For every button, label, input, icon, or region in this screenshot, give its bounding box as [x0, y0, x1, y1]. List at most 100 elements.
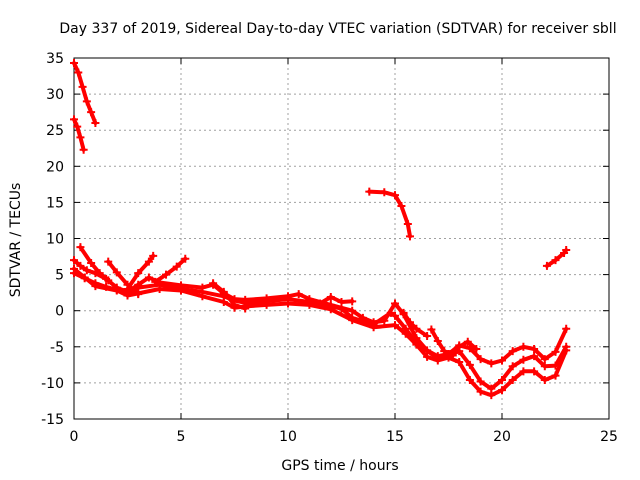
- data-point: [519, 355, 528, 364]
- y-tick-label: 30: [46, 87, 64, 103]
- data-point: [104, 276, 113, 285]
- data-point: [230, 300, 239, 309]
- x-tick-label: 25: [600, 429, 618, 445]
- y-tick-label: 25: [46, 123, 64, 139]
- y-tick-label: 20: [46, 159, 64, 175]
- data-point: [519, 342, 528, 351]
- x-tick-label: 20: [493, 429, 511, 445]
- series-sat-l: [367, 189, 412, 239]
- data-point: [294, 290, 303, 299]
- x-axis-label: GPS time / hours: [281, 458, 398, 474]
- data-point: [455, 357, 464, 366]
- data-point: [79, 145, 88, 154]
- series-sat-p: [544, 248, 569, 268]
- data-point: [144, 273, 153, 282]
- data-point: [397, 202, 406, 211]
- x-tick-label: 10: [279, 429, 297, 445]
- data-point: [219, 287, 228, 296]
- data-point: [463, 337, 472, 346]
- data-point: [487, 359, 496, 368]
- data-point: [241, 304, 250, 313]
- data-point: [198, 292, 207, 301]
- data-point: [433, 356, 442, 365]
- data-point: [316, 299, 325, 308]
- series-sat-n: [429, 327, 453, 356]
- series-sat-m: [401, 310, 430, 338]
- data-point: [112, 268, 121, 277]
- data-point: [401, 329, 410, 338]
- data-point: [91, 118, 100, 127]
- x-tick-label: 0: [70, 429, 79, 445]
- data-point: [162, 270, 171, 279]
- data-point: [542, 261, 551, 270]
- data-point: [87, 108, 96, 117]
- data-point: [403, 220, 412, 229]
- data-point: [348, 297, 357, 306]
- data-point: [326, 292, 335, 301]
- data-point: [519, 367, 528, 376]
- data-point: [386, 308, 395, 317]
- data-point: [70, 59, 78, 68]
- data-point: [104, 257, 113, 266]
- data-point: [391, 299, 399, 308]
- data-point: [82, 266, 91, 275]
- data-point: [427, 325, 436, 334]
- data-point: [76, 261, 85, 270]
- data-point: [177, 286, 185, 295]
- data-point: [472, 344, 481, 353]
- y-tick-label: 15: [46, 195, 64, 211]
- y-tick-label: 35: [46, 51, 64, 67]
- data-point: [78, 82, 87, 91]
- data-point: [412, 324, 421, 333]
- data-point: [448, 351, 457, 360]
- data-point: [181, 254, 190, 263]
- data-point: [70, 264, 78, 273]
- data-point: [465, 360, 474, 369]
- data-point: [305, 300, 314, 309]
- axis-ticks: 0 5 10 15 20 25 -15 -10 -5 0 5 10 15 20 25 30 35: [41, 51, 618, 445]
- data-point: [82, 97, 91, 106]
- data-point: [476, 377, 485, 386]
- data-point: [440, 347, 449, 356]
- series-sat-k: [318, 295, 355, 306]
- data-point: [530, 352, 539, 361]
- data-point: [508, 376, 517, 385]
- series-sat-b: [72, 117, 86, 152]
- data-point: [540, 376, 549, 385]
- data-point: [487, 391, 496, 400]
- series-sat-i: [153, 256, 188, 284]
- grid: [73, 57, 610, 420]
- series-sat-g: [106, 259, 141, 297]
- series-sat-j: [211, 281, 248, 311]
- data-point: [262, 300, 271, 309]
- data-point: [562, 346, 571, 355]
- data-point: [70, 115, 78, 124]
- data-point: [219, 298, 228, 307]
- y-axis-label: SDTVAR / TECUs: [8, 183, 24, 298]
- data-point: [405, 232, 414, 241]
- data-point: [76, 133, 85, 142]
- data-point: [70, 256, 78, 265]
- data-point: [498, 376, 506, 385]
- data-point: [405, 318, 414, 327]
- data-point: [326, 305, 335, 314]
- series-sat-o: [450, 339, 479, 358]
- data-point: [112, 286, 121, 295]
- series-traces: [70, 59, 571, 400]
- data-point: [399, 308, 408, 317]
- data-point: [476, 387, 485, 396]
- data-point: [508, 362, 517, 371]
- data-point: [551, 347, 560, 356]
- data-point: [284, 299, 292, 308]
- data-point: [391, 321, 399, 330]
- data-point: [540, 355, 549, 364]
- chart-title: Day 337 of 2019, Sidereal Day-to-day VTE…: [59, 21, 616, 37]
- data-point: [562, 246, 571, 255]
- data-point: [91, 282, 100, 291]
- data-point: [155, 285, 164, 294]
- y-tick-label: 5: [55, 268, 64, 284]
- data-point: [209, 279, 218, 288]
- data-point: [369, 323, 378, 332]
- y-tick-label: 10: [46, 232, 64, 248]
